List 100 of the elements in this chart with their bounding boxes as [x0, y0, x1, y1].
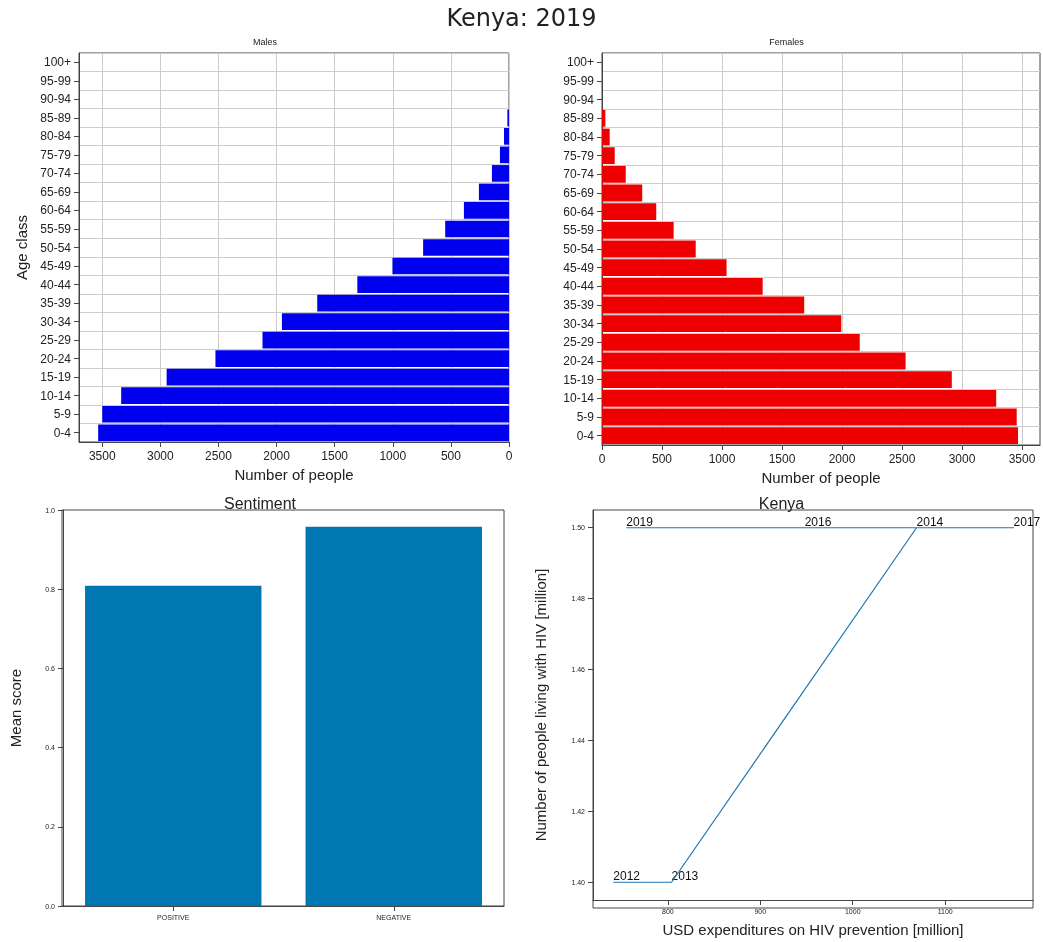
y-tick-label: 0-4: [576, 428, 595, 443]
x-tick-label: 1000: [708, 452, 736, 466]
y-tick-label: 100+: [43, 55, 71, 70]
bar: [602, 371, 952, 389]
y-tick-label: 70-74: [563, 167, 595, 182]
bar: [602, 203, 657, 221]
bar: [602, 184, 643, 202]
y-tick-label: 95-99: [563, 74, 595, 88]
x-tick-label: 0: [598, 452, 606, 466]
y-tick-label: 55-59: [40, 221, 72, 236]
y-tick-label: 0-4: [53, 425, 72, 440]
y-tick-label: 35-39: [40, 296, 72, 311]
x-tick-label: 3000: [948, 452, 976, 466]
x-tick-label: 3500: [88, 449, 116, 463]
y-tick-label: 50-54: [40, 240, 72, 255]
bar: [602, 352, 906, 370]
y-tick-label: 40-44: [563, 279, 595, 294]
bar: [445, 220, 509, 238]
y-tick-label: 80-84: [40, 129, 72, 144]
y-axis-title: Mean score: [7, 668, 24, 748]
bar: [463, 202, 509, 219]
y-tick-label: 45-49: [563, 260, 595, 275]
y-tick-label: 30-34: [40, 314, 72, 329]
y-tick-label: 65-69: [40, 184, 72, 199]
bar: [602, 240, 696, 258]
y-tick-label: 90-94: [563, 92, 595, 107]
text: Kenya: 2019: [445, 4, 598, 32]
y-tick-label: 85-89: [40, 110, 72, 125]
y-tick-label: 40-44: [40, 277, 72, 292]
y-tick-label: 65-69: [563, 186, 595, 200]
bar: [602, 296, 805, 314]
y-tick-label: 15-19: [40, 370, 72, 385]
chart-title: Females: [769, 36, 805, 47]
bar: [499, 146, 509, 164]
x-axis-title: Number of people: [761, 468, 881, 486]
bar: [602, 221, 674, 239]
y-tick-label: 75-79: [40, 147, 72, 162]
bar: [602, 165, 626, 183]
y-tick-label: 20-24: [40, 351, 72, 366]
bar: [491, 165, 509, 182]
x-tick-label: 3000: [147, 449, 175, 463]
y-tick-label: 85-89: [563, 111, 595, 126]
annotation: 2019: [626, 514, 654, 529]
bar: [504, 128, 509, 145]
y-tick-label: 5-9: [53, 407, 72, 422]
y-tick-label: 60-64: [563, 204, 595, 219]
bar: [317, 294, 509, 312]
bar: [281, 313, 509, 330]
bar: [392, 257, 509, 275]
y-tick-label: 95-99: [40, 73, 72, 88]
y-tick-label: 60-64: [40, 203, 72, 218]
y-tick-label: 10-14: [40, 388, 72, 403]
x-tick-label: 2000: [828, 452, 856, 466]
y-tick-label: 90-94: [40, 92, 72, 107]
y-tick-label: 25-29: [563, 335, 595, 350]
annotation: 2012: [613, 869, 641, 884]
chart-title: Kenya: [758, 494, 805, 512]
y-axis-title: Age class: [13, 214, 31, 281]
bar: [602, 427, 1019, 445]
bar: [602, 315, 842, 333]
y-axis-title: Number of people living with HIV [million]: [532, 568, 549, 842]
y-tick-label: 15-19: [563, 372, 595, 387]
x-tick-label: 500: [440, 449, 462, 463]
x-tick-label: 3500: [1008, 452, 1036, 466]
bar: [357, 276, 509, 293]
x-tick-label: 500: [651, 452, 673, 466]
y-tick-label: 10-14: [563, 391, 595, 406]
y-tick-label: 80-84: [563, 130, 595, 144]
x-axis-title: USD expenditures on HIV prevention [million]: [662, 921, 964, 938]
bar: [602, 147, 615, 165]
chart-title: Sentiment: [223, 494, 297, 512]
x-tick-label: 2500: [888, 452, 916, 466]
y-tick-label: 35-39: [563, 298, 595, 312]
bar: [478, 183, 509, 201]
bar: [602, 389, 997, 407]
y-tick-label: 5-9: [576, 410, 595, 424]
bar: [262, 331, 509, 349]
chart-title: Males: [252, 36, 278, 47]
x-tick-label: 0: [505, 449, 513, 463]
x-tick-label: 1000: [379, 449, 407, 463]
bar: [602, 109, 606, 127]
y-tick-label: 45-49: [40, 259, 72, 274]
bar: [215, 350, 509, 367]
x-tick-label: 2000: [263, 449, 291, 463]
y-tick-label: 20-24: [563, 354, 595, 368]
bar: [423, 239, 509, 256]
y-tick-label: 55-59: [563, 223, 595, 238]
annotation: 2016: [804, 514, 832, 529]
y-tick-label: 75-79: [563, 148, 595, 163]
x-axis-title: Number of people: [234, 465, 354, 483]
x-tick-label: 1500: [321, 449, 349, 463]
bar: [602, 333, 860, 351]
bar: [602, 408, 1017, 426]
y-tick-label: 50-54: [563, 242, 595, 256]
bar: [602, 128, 610, 146]
y-tick-label: 100+: [566, 55, 594, 70]
y-tick-label: 25-29: [40, 333, 72, 348]
bar: [602, 259, 727, 277]
y-tick-label: 30-34: [563, 316, 595, 331]
x-tick-label: 1500: [768, 452, 796, 466]
